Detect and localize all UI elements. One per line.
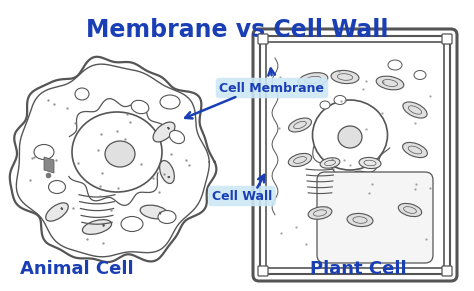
FancyBboxPatch shape [442, 266, 452, 276]
Ellipse shape [105, 141, 135, 167]
Ellipse shape [169, 130, 184, 143]
FancyBboxPatch shape [266, 42, 444, 268]
Ellipse shape [298, 73, 328, 87]
Ellipse shape [289, 118, 311, 132]
Ellipse shape [338, 126, 362, 148]
Ellipse shape [34, 145, 54, 159]
Ellipse shape [72, 112, 162, 192]
FancyBboxPatch shape [258, 266, 268, 276]
Ellipse shape [153, 122, 175, 142]
Ellipse shape [402, 143, 428, 157]
Ellipse shape [312, 100, 388, 170]
Ellipse shape [320, 101, 330, 109]
Ellipse shape [398, 203, 422, 217]
Ellipse shape [414, 70, 426, 79]
Ellipse shape [288, 153, 312, 166]
FancyBboxPatch shape [317, 172, 433, 263]
Ellipse shape [75, 88, 89, 100]
FancyBboxPatch shape [258, 34, 268, 44]
Ellipse shape [331, 70, 359, 84]
Text: Animal Cell: Animal Cell [20, 260, 134, 278]
Polygon shape [44, 157, 54, 173]
Ellipse shape [403, 102, 427, 118]
Ellipse shape [82, 220, 111, 234]
Ellipse shape [160, 161, 174, 184]
Ellipse shape [308, 207, 332, 219]
Ellipse shape [347, 213, 373, 227]
Ellipse shape [359, 157, 381, 168]
Ellipse shape [320, 158, 340, 168]
Text: Plant Cell: Plant Cell [310, 260, 407, 278]
FancyBboxPatch shape [442, 34, 452, 44]
Ellipse shape [388, 60, 402, 70]
Ellipse shape [131, 100, 149, 114]
Text: Membrane vs Cell Wall: Membrane vs Cell Wall [86, 18, 388, 42]
Ellipse shape [376, 76, 404, 90]
Ellipse shape [140, 205, 168, 219]
Ellipse shape [121, 217, 143, 232]
Text: Cell Wall: Cell Wall [212, 189, 272, 203]
Ellipse shape [46, 203, 68, 221]
Ellipse shape [158, 210, 176, 223]
Ellipse shape [334, 95, 346, 104]
Ellipse shape [160, 95, 180, 109]
Text: Cell Membrane: Cell Membrane [219, 81, 325, 95]
Ellipse shape [48, 180, 65, 194]
